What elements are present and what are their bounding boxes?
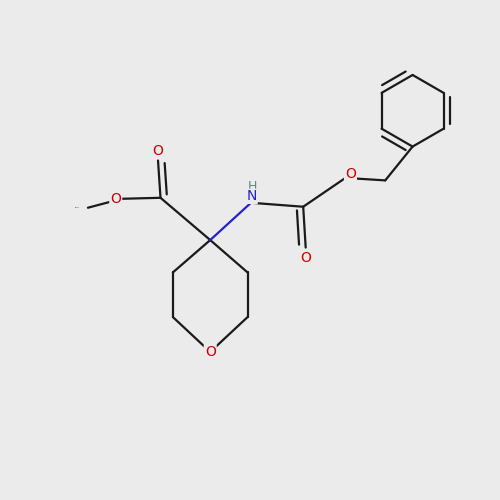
Text: N: N	[247, 190, 257, 203]
Text: methyl: methyl	[74, 207, 80, 208]
Text: O: O	[345, 167, 356, 181]
Text: O: O	[205, 345, 216, 359]
Text: O: O	[110, 192, 121, 206]
Text: O: O	[300, 252, 311, 266]
Text: O: O	[152, 144, 164, 158]
Text: H: H	[248, 180, 256, 194]
